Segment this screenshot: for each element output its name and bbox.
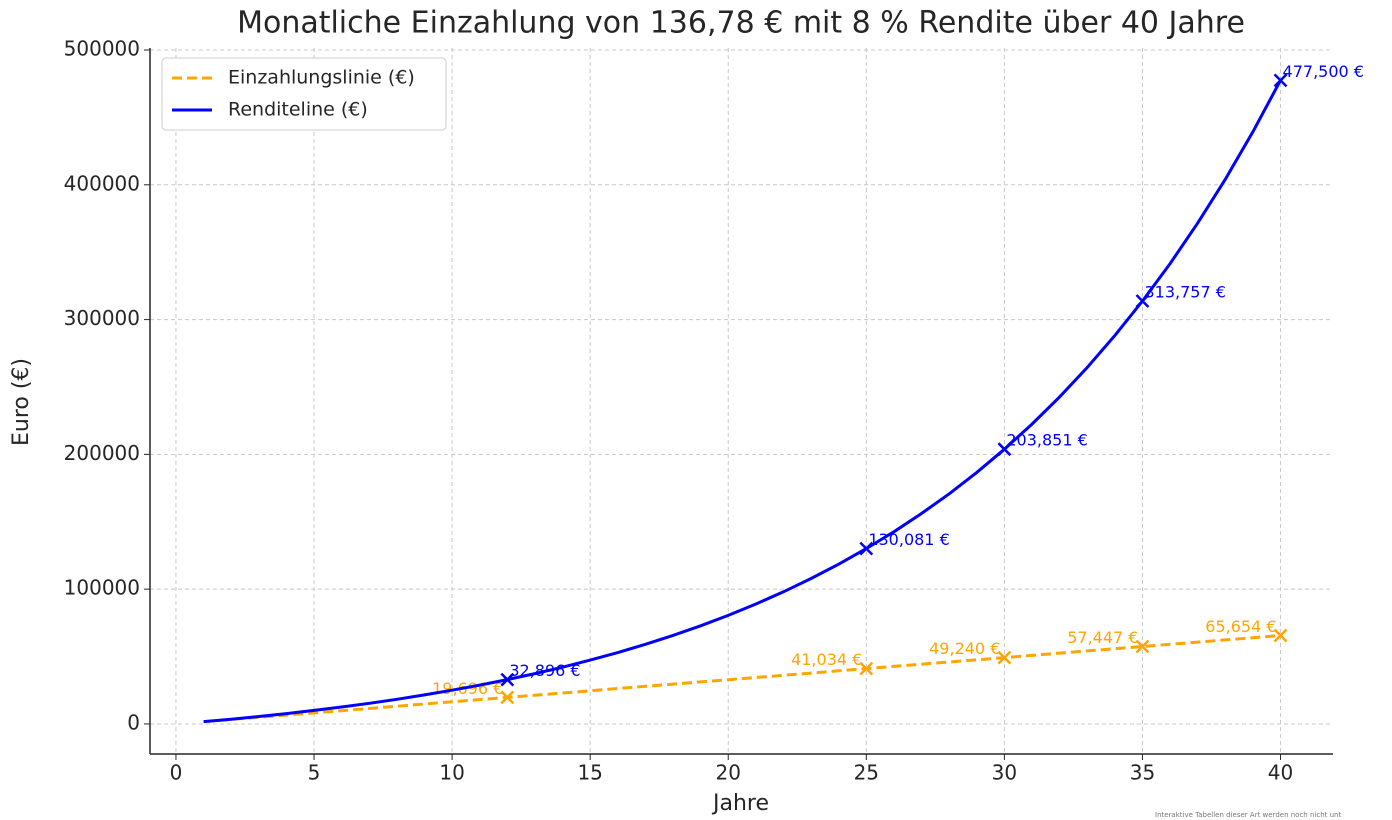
marker	[997, 650, 1012, 665]
y-axis-label: Euro (€)	[9, 358, 34, 446]
marker	[1273, 628, 1288, 643]
marker	[1273, 73, 1288, 88]
marker	[859, 541, 874, 556]
x-tick-label: 30	[992, 761, 1017, 785]
value-label: 203,851 €	[1006, 431, 1087, 450]
marker	[500, 690, 515, 705]
x-tick-label: 0	[170, 761, 183, 785]
marker	[997, 442, 1012, 457]
value-label: 57,447 €	[1067, 628, 1138, 647]
chart-title: Monatliche Einzahlung von 136,78 € mit 8…	[237, 6, 1245, 41]
value-label: 313,757 €	[1144, 283, 1225, 302]
marker	[500, 672, 515, 687]
value-label: 65,654 €	[1205, 617, 1276, 636]
marker	[1135, 294, 1150, 308]
marker	[859, 661, 874, 676]
value-label: 130,081 €	[868, 530, 949, 549]
legend-label: Renditeline (€)	[228, 99, 368, 121]
note: Interaktive Tabellen dieser Art werden n…	[1155, 811, 1341, 819]
legend-box	[161, 57, 447, 131]
line	[203, 79, 1282, 724]
y-tick-label: 100000	[64, 576, 140, 600]
x-tick-label: 20	[716, 761, 741, 785]
y-tick-label: 200000	[64, 441, 140, 465]
legend-label: Einzahlungslinie (€)	[228, 67, 415, 89]
value-label: 32,896 €	[509, 661, 580, 680]
value-label: 477,500 €	[1283, 62, 1364, 81]
y-tick-label: 400000	[64, 171, 140, 195]
value-label: 41,034 €	[791, 650, 862, 669]
x-tick-label: 5	[308, 761, 321, 785]
x-tick-label: 35	[1130, 761, 1155, 785]
marker	[1135, 639, 1150, 654]
y-tick-label: 0	[127, 710, 140, 734]
x-tick-label: 10	[439, 761, 464, 785]
value-label: 49,240 €	[929, 639, 1000, 658]
y-tick-label: 500000	[64, 37, 140, 61]
x-axis-label: Jahre	[711, 791, 769, 816]
x-tick-label: 15	[577, 761, 602, 785]
x-tick-label: 40	[1268, 761, 1293, 785]
y-tick-label: 300000	[64, 306, 140, 330]
line	[203, 634, 1281, 724]
x-tick-label: 25	[854, 761, 879, 785]
